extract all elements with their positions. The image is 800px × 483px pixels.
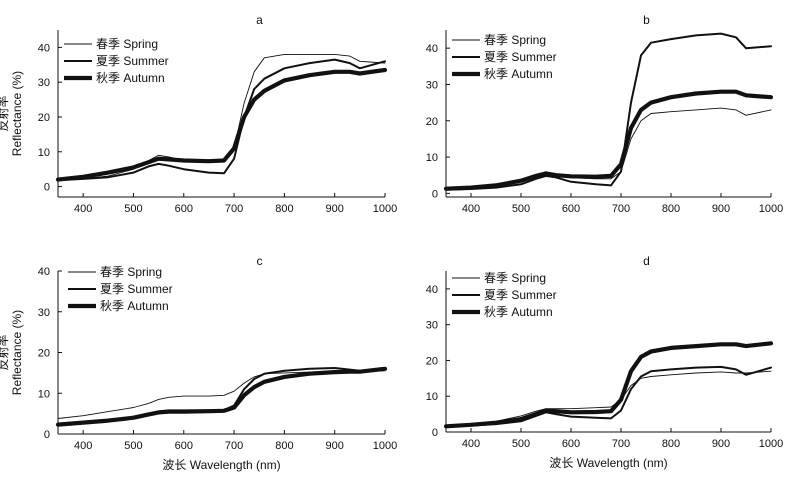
legend-label: 夏季 Summer: [484, 288, 557, 302]
y-tick-label: 30: [38, 77, 50, 89]
x-tick-label: 800: [662, 203, 680, 215]
x-tick-label: 600: [175, 440, 193, 452]
legend-label: 春季 Spring: [484, 33, 546, 47]
x-tick-label: 500: [512, 203, 530, 215]
panel-label: c: [257, 254, 263, 268]
legend-label: 春季 Spring: [96, 37, 158, 51]
panel-label: b: [643, 13, 650, 27]
legend: 春季 Spring 夏季 Summer 秋季 Autumn: [452, 271, 557, 319]
x-tick-label: 800: [275, 203, 293, 215]
y-tick-label: 20: [38, 348, 50, 360]
series-line-medium: [445, 365, 772, 428]
legend: 春季 Spring 夏季 Summer 秋季 Autumn: [452, 33, 557, 81]
x-tick-label: 700: [225, 203, 243, 215]
series-line-thick: [55, 366, 388, 427]
legend-label: 夏季 Summer: [100, 282, 173, 296]
y-tick-label: 30: [38, 307, 50, 319]
legend-label: 春季 Spring: [484, 271, 546, 285]
y-tick-label: 40: [426, 284, 438, 296]
x-tick-label: 400: [462, 203, 480, 215]
chart-panel-d: 0 10 20 30 40 400 500 600 700 800 900 1000 d 春季 Sprin…: [426, 254, 783, 470]
y-tick-label: 20: [38, 112, 50, 124]
legend: 春季 Spring 夏季 Summer 秋季 Autumn: [68, 265, 173, 313]
x-tick-label: 600: [562, 203, 580, 215]
x-tick-label: 600: [562, 438, 580, 450]
y-tick-label: 10: [426, 391, 438, 403]
legend-label: 秋季 Autumn: [100, 299, 169, 313]
series-line-thick: [443, 341, 774, 429]
series-line-medium: [445, 32, 772, 191]
x-tick-label: 700: [612, 203, 630, 215]
series-line-medium: [57, 58, 386, 182]
legend-label: 夏季 Summer: [96, 54, 169, 68]
x-tick-label: 1000: [373, 203, 397, 215]
y-tick-label: 40: [426, 43, 438, 55]
x-tick-label: 400: [462, 438, 480, 450]
y-axis-label-cn: 反射率: [0, 334, 10, 370]
x-tick-label: 500: [124, 203, 142, 215]
x-tick-label: 500: [124, 440, 142, 452]
x-tick-label: 1000: [373, 440, 397, 452]
y-axis-label-en: Reflectance (%): [10, 71, 24, 156]
x-tick-label: 700: [612, 438, 630, 450]
y-tick-label: 0: [44, 429, 50, 441]
y-tick-label: 40: [38, 266, 50, 278]
x-tick-label: 600: [175, 203, 193, 215]
y-tick-label: 0: [432, 188, 438, 200]
x-tick-label: 900: [712, 438, 730, 450]
x-tick-label: 900: [326, 203, 344, 215]
panel-label: d: [643, 254, 650, 268]
x-tick-label: 500: [512, 438, 530, 450]
x-tick-label: 1000: [759, 203, 783, 215]
chart-panel-c: 0 10 20 30 40 400 500 600 700 800 900 1000 c 春季 Sprin…: [0, 254, 397, 472]
x-axis-label: 波长 Wavelength (nm): [162, 458, 280, 472]
x-tick-label: 900: [326, 440, 344, 452]
y-tick-label: 20: [426, 355, 438, 367]
x-tick-label: 800: [662, 438, 680, 450]
series-line-thick: [55, 67, 388, 182]
chart-panel-b: 0 10 20 30 40 400 500 600 700 800 900 1000 b 春季 Sprin…: [426, 13, 783, 215]
y-tick-label: 30: [426, 320, 438, 332]
x-axis-label: 波长 Wavelength (nm): [549, 456, 667, 470]
legend-label: 春季 Spring: [100, 265, 162, 279]
legend-label: 夏季 Summer: [484, 50, 557, 64]
legend-label: 秋季 Autumn: [484, 305, 553, 319]
series-line-thick: [443, 89, 774, 191]
y-tick-label: 10: [426, 152, 438, 164]
x-tick-label: 400: [74, 203, 92, 215]
chart-panel-a: 0 10 20 30 40 400 500 600 700 800 900 1000 a 春季 Sprin…: [0, 13, 397, 215]
legend: 春季 Spring 夏季 Summer 秋季 Autumn: [64, 37, 169, 85]
y-tick-label: 30: [426, 79, 438, 91]
y-tick-label: 40: [38, 42, 50, 54]
x-tick-label: 1000: [759, 438, 783, 450]
x-tick-label: 400: [74, 440, 92, 452]
y-tick-label: 0: [432, 427, 438, 439]
y-axis-label-en: Reflectance (%): [10, 310, 24, 395]
legend-label: 秋季 Autumn: [484, 67, 553, 81]
x-tick-label: 700: [225, 440, 243, 452]
y-tick-label: 10: [38, 147, 50, 159]
panel-label: a: [256, 13, 263, 27]
y-tick-label: 10: [38, 388, 50, 400]
y-tick-label: 0: [44, 182, 50, 194]
y-tick-label: 20: [426, 116, 438, 128]
series-line-medium: [57, 367, 386, 425]
x-tick-label: 800: [275, 440, 293, 452]
legend-label: 秋季 Autumn: [96, 71, 165, 85]
x-tick-label: 900: [712, 203, 730, 215]
y-axis-label-cn: 反射率: [0, 95, 10, 131]
